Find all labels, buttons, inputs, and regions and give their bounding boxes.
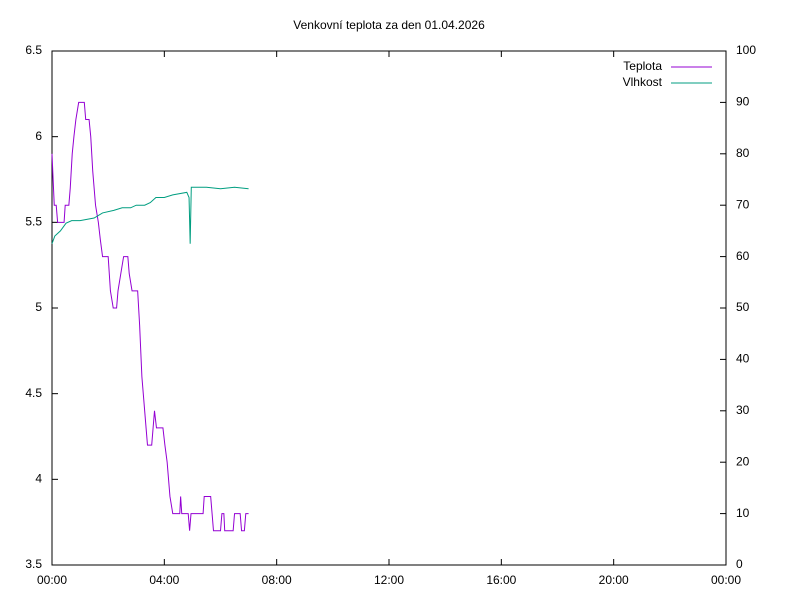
chart-title: Venkovní teplota za den 01.04.2026 bbox=[293, 18, 485, 32]
x-tick-label: 20:00 bbox=[599, 573, 629, 587]
x-tick-label: 00:00 bbox=[37, 573, 67, 587]
x-tick-label: 04:00 bbox=[149, 573, 179, 587]
x-tick-label: 12:00 bbox=[374, 573, 404, 587]
y-tick-label: 6.5 bbox=[25, 43, 42, 57]
y-tick-label: 3.5 bbox=[25, 557, 42, 571]
y-tick-label: 5.5 bbox=[25, 215, 42, 229]
y2-tick-label: 0 bbox=[736, 557, 743, 571]
legend-label: Teplota bbox=[623, 59, 662, 73]
y2-tick-label: 90 bbox=[736, 95, 750, 109]
y2-tick-label: 50 bbox=[736, 300, 750, 314]
y-tick-label: 4 bbox=[35, 472, 42, 486]
x-tick-label: 08:00 bbox=[262, 573, 292, 587]
series-line bbox=[51, 101, 249, 532]
y2-tick-label: 30 bbox=[736, 403, 750, 417]
y2-tick-label: 10 bbox=[736, 506, 750, 520]
y2-tick-label: 60 bbox=[736, 249, 750, 263]
y-tick-label: 4.5 bbox=[25, 386, 42, 400]
x-tick-label: 16:00 bbox=[486, 573, 516, 587]
y2-tick-label: 100 bbox=[736, 43, 756, 57]
y2-tick-label: 70 bbox=[736, 197, 750, 211]
y2-tick-label: 20 bbox=[736, 454, 750, 468]
x-tick-label: 00:00 bbox=[711, 573, 741, 587]
legend-label: Vlhkost bbox=[623, 75, 663, 89]
y2-tick-label: 40 bbox=[736, 352, 750, 366]
y2-tick-label: 80 bbox=[736, 146, 750, 160]
y-tick-label: 5 bbox=[35, 300, 42, 314]
series-line bbox=[51, 186, 249, 244]
y-tick-label: 6 bbox=[35, 129, 42, 143]
